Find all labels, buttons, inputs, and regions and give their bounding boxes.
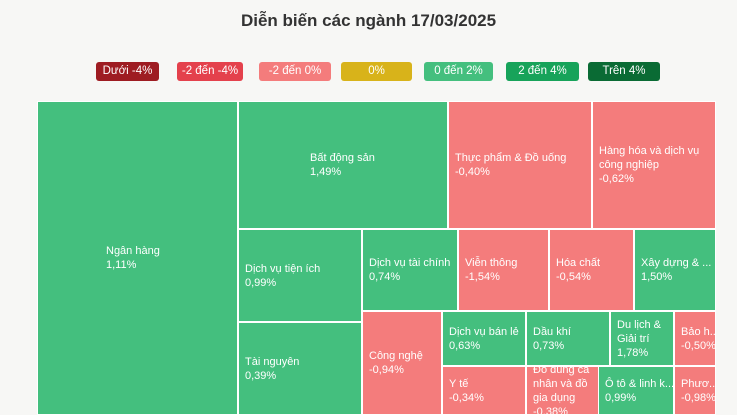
tile-value: 0,99% [245,276,355,290]
tile-label: Tài nguyên [245,355,355,369]
tile-value: 0,73% [533,339,603,353]
tile-label: Xây dựng & ... [641,256,709,270]
treemap-tile[interactable]: Ô tô & linh k...0,99% [598,366,674,415]
legend-item: 2 đến 4% [506,62,579,81]
tile-label: Du lịch & Giải trí [617,318,667,346]
tile-label: Bảo h... [681,325,709,339]
tile-label: Dịch vụ tài chính [369,256,451,270]
tile-label: Thực phẩm & Đồ uống [455,151,585,165]
tile-value: 1,78% [617,346,667,360]
tile-label: Viễn thông [465,256,542,270]
treemap-tile[interactable]: Hàng hóa và dịch vụ công nghiệp-0,62% [592,101,716,229]
tile-value: -0,98% [681,391,709,405]
tile-label: Y tế [449,377,519,391]
treemap-tile[interactable]: Hóa chất-0,54% [549,229,634,311]
tile-value: 0,74% [369,270,451,284]
tile-value: -0,50% [681,339,709,353]
tile-value: -0,62% [599,172,709,186]
tile-value: -0,34% [449,391,519,405]
treemap-tile[interactable]: Y tế-0,34% [442,366,526,415]
legend-item: 0% [341,62,412,81]
tile-label: Hàng hóa và dịch vụ công nghiệp [599,144,709,172]
tile-value: 0,63% [449,339,519,353]
tile-value: -1,54% [465,270,542,284]
tile-value: 1,50% [641,270,709,284]
tile-label: Hóa chất [556,256,627,270]
tile-value: -0,54% [556,270,627,284]
treemap-tile[interactable]: Thực phẩm & Đồ uống-0,40% [448,101,592,229]
tile-value: 0,99% [605,391,667,405]
legend-item: -2 đến 0% [259,62,331,81]
treemap-tile[interactable]: Viễn thông-1,54% [458,229,549,311]
legend-item: Trên 4% [588,62,660,81]
tile-value: -0,40% [455,165,585,179]
tile-value: 1,11% [106,258,231,272]
tile-value: -0,38% [533,405,603,415]
tile-label: Dầu khí [533,325,603,339]
tile-label: Dịch vụ tiện ích [245,262,355,276]
legend-item: Dưới -4% [96,62,159,81]
tile-label: Dịch vụ bán lẻ [449,325,519,339]
treemap-tile[interactable]: Phươ...-0,98% [674,366,716,415]
tile-label: Đồ dùng cá nhân và đồ gia dụng [533,366,603,405]
tile-value: -0,94% [369,363,435,377]
tile-label: Ô tô & linh k... [605,377,667,391]
tile-label: Phươ... [681,377,709,391]
tile-label: Bất động sản [310,151,441,165]
treemap-tile[interactable]: Bảo h...-0,50% [674,311,716,366]
tile-label: Ngân hàng [106,244,231,258]
legend-item: 0 đến 2% [424,62,493,81]
treemap-tile[interactable]: Xây dựng & ...1,50% [634,229,716,311]
tile-value: 0,39% [245,369,355,383]
treemap-tile[interactable]: Công nghệ-0,94% [362,311,442,415]
tile-value: 1,49% [310,165,441,179]
tile-label: Công nghệ [369,349,435,363]
chart-title: Diễn biến các ngành 17/03/2025 [0,11,737,31]
legend-item: -2 đến -4% [177,62,243,81]
